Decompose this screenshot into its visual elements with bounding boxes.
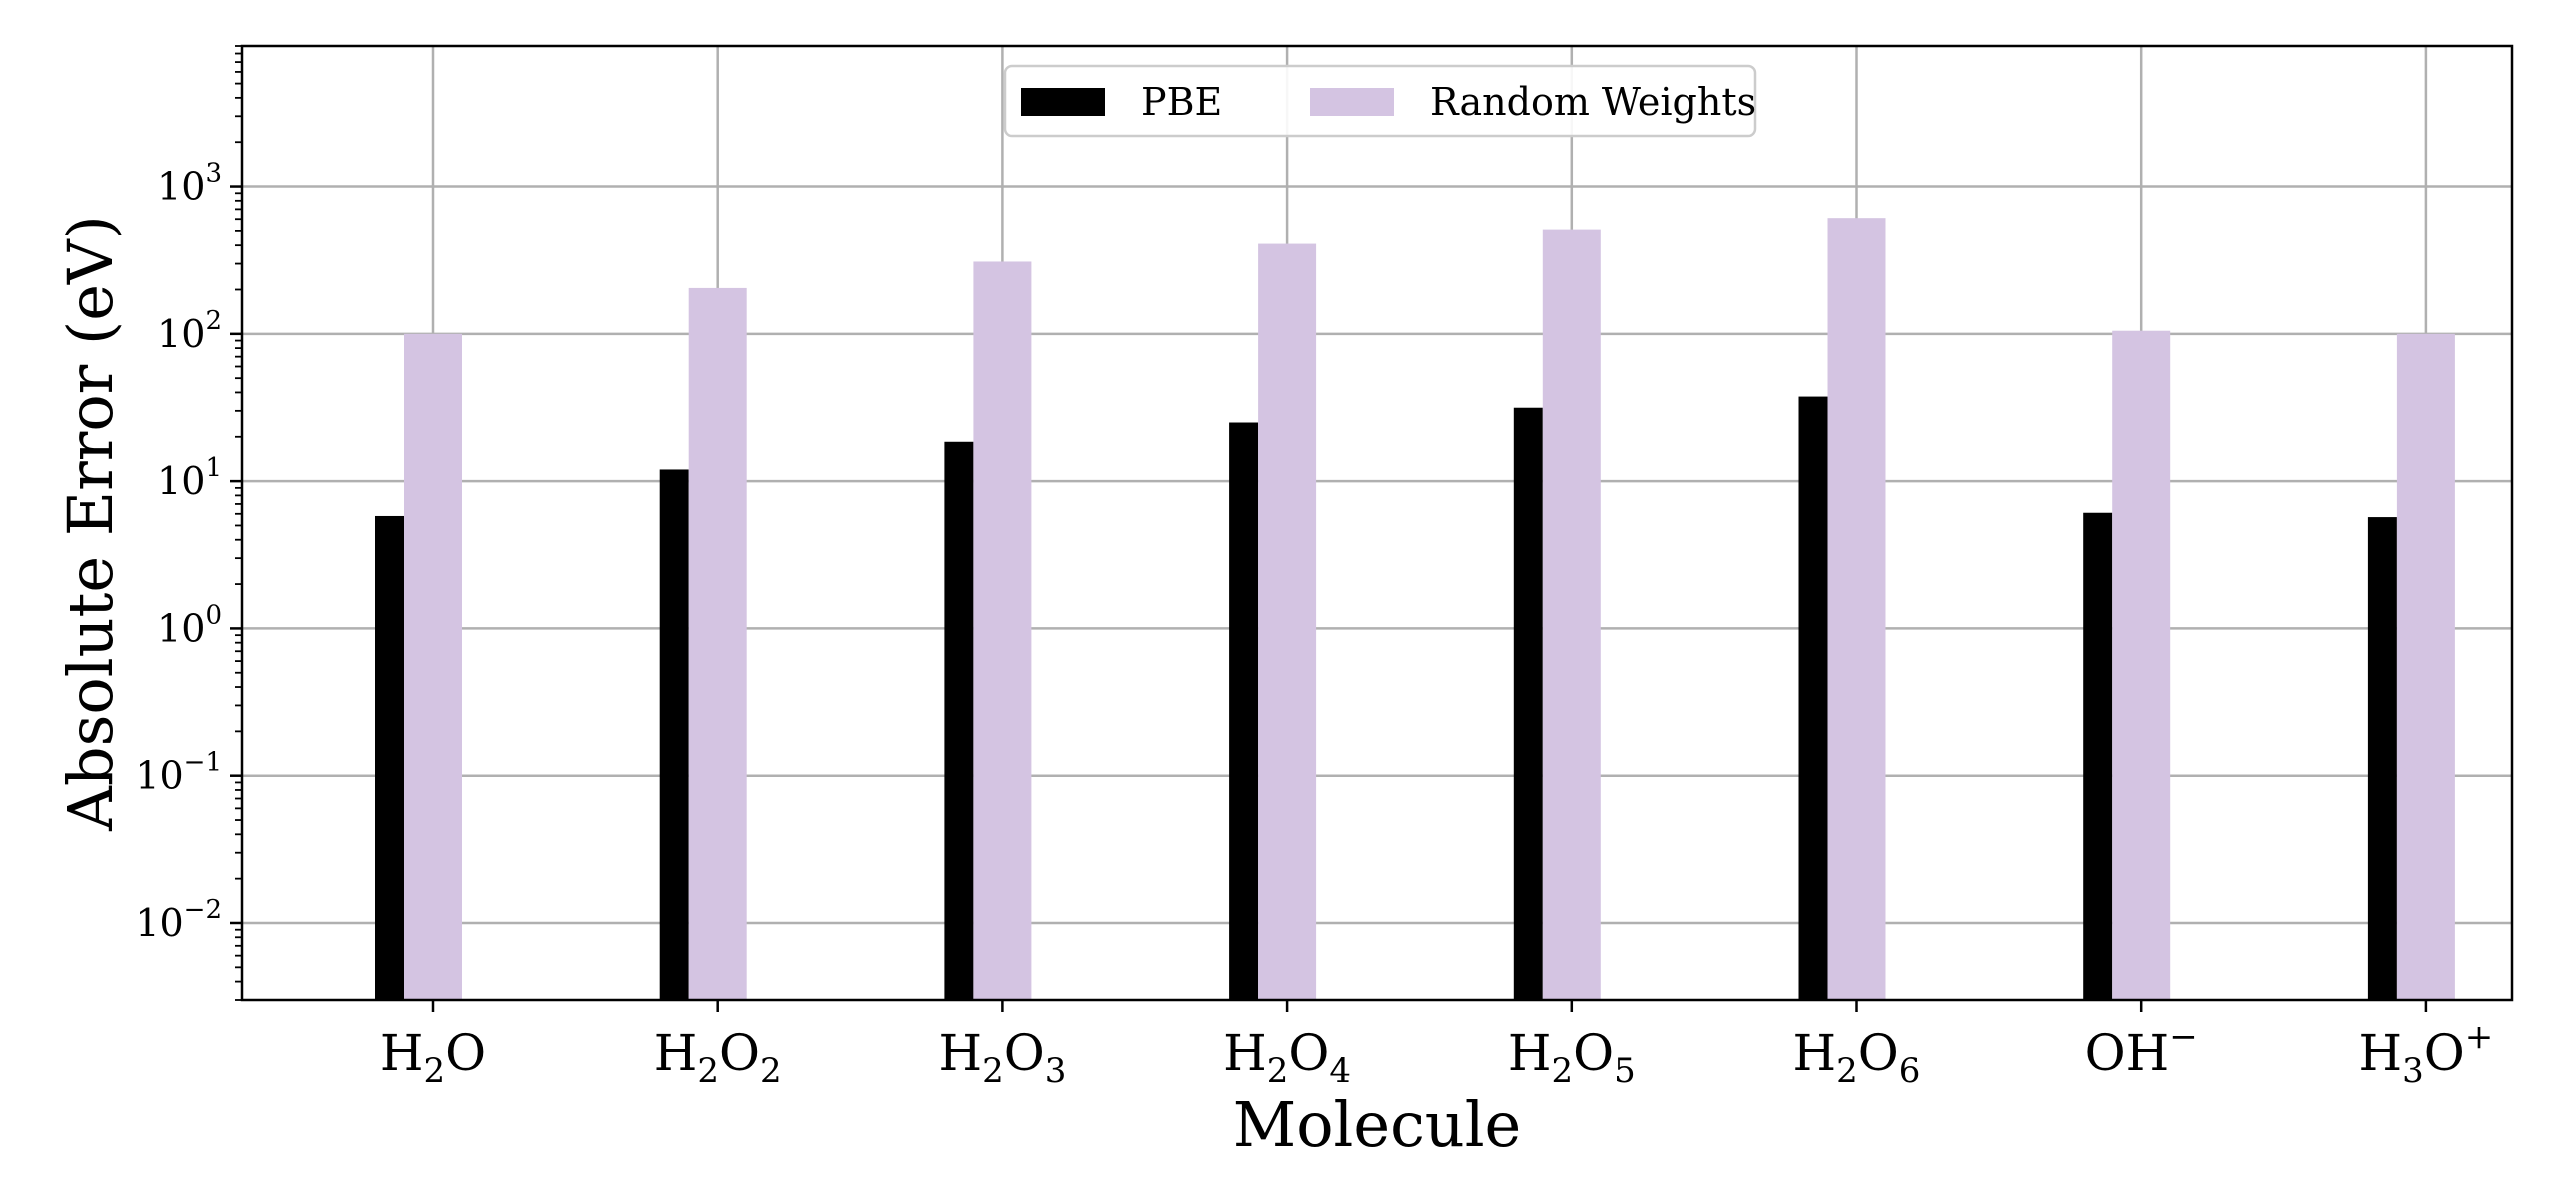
bar-pbe — [944, 441, 974, 1000]
y-tick-label: 10−2 — [135, 895, 222, 945]
y-tick-label: 100 — [157, 600, 222, 650]
bar-random-weights — [2396, 333, 2455, 1000]
bar-pbe — [1798, 396, 1828, 1000]
bar-pbe — [1513, 407, 1543, 1000]
bar-random-weights — [404, 333, 462, 1000]
bar-random-weights — [973, 261, 1032, 1000]
y-tick-label: 101 — [157, 453, 222, 503]
x-tick-label: H2O5 — [1508, 1024, 1636, 1091]
bar-random-weights — [1827, 218, 1886, 1001]
y-tick-label: 102 — [157, 306, 222, 356]
bar-pbe — [659, 469, 689, 1000]
x-axis-title: Molecule — [1233, 1088, 1522, 1161]
bar-random-weights — [688, 287, 747, 1000]
y-tick-label: 103 — [157, 159, 222, 209]
x-tick-label: H2O2 — [654, 1024, 782, 1091]
legend-swatch — [1310, 88, 1394, 116]
bars — [375, 218, 2455, 1001]
bar-random-weights — [1258, 243, 1317, 1000]
bar-pbe — [2083, 512, 2113, 1000]
grid-lines — [242, 46, 2512, 1000]
bar-pbe — [375, 515, 404, 1000]
bar-pbe — [2367, 517, 2397, 1000]
legend-label: PBE — [1141, 80, 1222, 124]
legend-swatch — [1021, 88, 1105, 116]
x-tick-label: H2O4 — [1223, 1024, 1351, 1091]
x-tick-label: OH− — [2085, 1017, 2198, 1082]
x-tick-label: H2O — [380, 1024, 486, 1091]
x-tick-label: H3O+ — [2359, 1017, 2494, 1091]
bar-random-weights — [2112, 330, 2171, 1001]
bar-random-weights — [1542, 229, 1601, 1000]
x-tick-label: H2O3 — [938, 1024, 1066, 1091]
x-axis-ticks: H2O H2O2 H2O3 H2O4 H2O5 H2O6 OH− H3O+ — [380, 1000, 2493, 1091]
y-axis-title: Absolute Error (eV) — [54, 215, 127, 832]
x-tick-label: H2O6 — [1793, 1024, 1921, 1091]
legend-label: Random Weights — [1430, 80, 1756, 124]
legend: PBE Random Weights — [1003, 64, 1757, 138]
plot-frame — [240, 44, 2514, 1002]
y-tick-label: 10−1 — [135, 748, 222, 798]
y-axis-ticks: 10−2 10−1 100 101 102 103 — [135, 45, 242, 1001]
bar-pbe — [1229, 422, 1259, 1000]
